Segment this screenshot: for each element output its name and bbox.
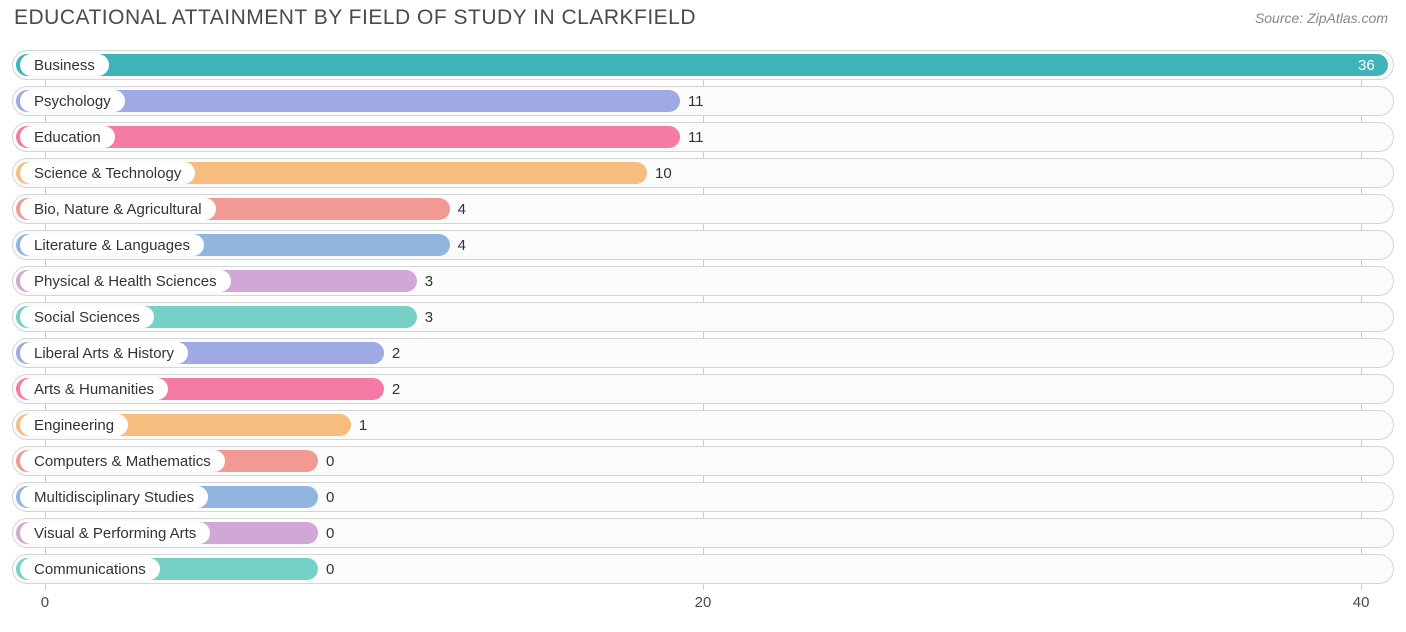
bar-row: Communications 0 (12, 554, 1394, 584)
bar-value: 11 (688, 126, 704, 148)
bar-fill (16, 126, 680, 148)
bar-value: 0 (326, 558, 334, 580)
bar-row: Literature & Languages 4 (12, 230, 1394, 260)
bar-label: Education (20, 126, 115, 148)
bar-label: Business (20, 54, 109, 76)
bar-row: Social Sciences 3 (12, 302, 1394, 332)
bar-value: 4 (458, 234, 466, 256)
bar-row: Arts & Humanities 2 (12, 374, 1394, 404)
bar-label: Visual & Performing Arts (20, 522, 210, 544)
bar-label: Communications (20, 558, 160, 580)
bar-row: Computers & Mathematics 0 (12, 446, 1394, 476)
bar-row: Physical & Health Sciences 3 (12, 266, 1394, 296)
bar-label: Science & Technology (20, 162, 195, 184)
source-attribution: Source: ZipAtlas.com (1255, 10, 1388, 26)
bar-label: Literature & Languages (20, 234, 204, 256)
bar-value: 10 (655, 162, 672, 184)
bar-value: 36 (1358, 54, 1375, 76)
bar-label: Multidisciplinary Studies (20, 486, 208, 508)
bar-value: 4 (458, 198, 466, 220)
x-axis-tick: 0 (41, 594, 49, 611)
bar-value: 0 (326, 522, 334, 544)
x-axis-tick: 40 (1353, 594, 1370, 611)
chart-title: EDUCATIONAL ATTAINMENT BY FIELD OF STUDY… (14, 6, 696, 30)
bar-row: Science & Technology 10 (12, 158, 1394, 188)
plot-region: 0 2 0 4 0 Business 36 Psychology 11 Education 11 Sc… (12, 50, 1394, 590)
bar-value: 0 (326, 450, 334, 472)
bar-label: Bio, Nature & Agricultural (20, 198, 216, 220)
bar-row: Psychology 11 (12, 86, 1394, 116)
bar-value: 1 (359, 414, 367, 436)
bar-row: Bio, Nature & Agricultural 4 (12, 194, 1394, 224)
bar-value: 2 (392, 378, 400, 400)
bar-value: 2 (392, 342, 400, 364)
bar-row: Education 11 (12, 122, 1394, 152)
bar-label: Computers & Mathematics (20, 450, 225, 472)
bar-row: Engineering 1 (12, 410, 1394, 440)
bar-label: Social Sciences (20, 306, 154, 328)
bar-value: 3 (425, 306, 433, 328)
bar-label: Arts & Humanities (20, 378, 168, 400)
bar-fill (16, 54, 1388, 76)
bar-label: Liberal Arts & History (20, 342, 188, 364)
bar-label: Physical & Health Sciences (20, 270, 231, 292)
bar-row: Business 36 (12, 50, 1394, 80)
bar-value: 11 (688, 90, 704, 112)
bar-row: Visual & Performing Arts 0 (12, 518, 1394, 548)
bar-label: Engineering (20, 414, 128, 436)
chart-area: 02040Business36Psychology11Education11Sc… (12, 50, 1394, 620)
x-axis-tick: 20 (695, 594, 712, 611)
bar-row: Liberal Arts & History 2 (12, 338, 1394, 368)
bar-value: 0 (326, 486, 334, 508)
bar-label: Psychology (20, 90, 125, 112)
bar-value: 3 (425, 270, 433, 292)
bar-row: Multidisciplinary Studies 0 (12, 482, 1394, 512)
